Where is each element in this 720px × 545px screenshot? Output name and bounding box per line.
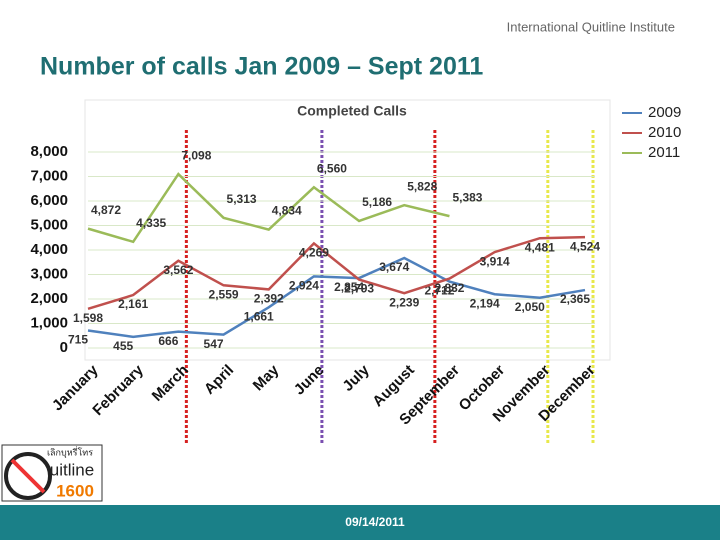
- quitline-badge: เลิกบุหรี่โทร uitline 1600: [1, 444, 103, 502]
- badge-word: uitline: [50, 460, 94, 479]
- data-label: 2,050: [515, 300, 545, 314]
- data-label: 3,562: [163, 263, 193, 277]
- data-label: 5,828: [407, 179, 437, 193]
- data-label: 1,661: [244, 309, 274, 323]
- data-label: 4,872: [91, 203, 121, 217]
- data-label: 7,098: [181, 148, 211, 162]
- header-logo: International Quitline Institute: [507, 19, 675, 34]
- data-label: 5,383: [452, 190, 482, 204]
- data-label: 4,335: [136, 216, 166, 230]
- marker-lines: [184, 130, 595, 445]
- y-tick-label: 8,000: [30, 143, 68, 160]
- data-label: 4,269: [299, 246, 329, 260]
- data-label: 5,313: [227, 192, 257, 206]
- data-label: 547: [204, 337, 224, 351]
- data-label: 715: [68, 333, 88, 347]
- data-label: 455: [113, 339, 133, 353]
- data-label: 2,365: [560, 292, 590, 306]
- chart-title: Completed Calls: [297, 103, 407, 119]
- legend-label: 2011: [648, 144, 680, 161]
- data-label: 2,392: [254, 292, 284, 306]
- badge-number: 1600: [56, 481, 94, 500]
- y-tick-label: 0: [60, 339, 68, 356]
- data-label: 2,194: [470, 296, 500, 310]
- y-tick-label: 6,000: [30, 192, 68, 209]
- data-label: 666: [158, 334, 178, 348]
- badge-slash: [10, 458, 46, 494]
- data-label: 4,524: [570, 239, 600, 253]
- y-tick-label: 1,000: [30, 314, 68, 331]
- data-label: 5,186: [362, 195, 392, 209]
- data-label: 6,560: [317, 161, 347, 175]
- footer-date: 09/14/2011: [345, 515, 405, 529]
- y-tick-label: 3,000: [30, 265, 68, 282]
- data-label: 2,161: [118, 297, 148, 311]
- slide-title: Number of calls Jan 2009 – Sept 2011: [40, 53, 483, 81]
- legend-label: 2009: [648, 104, 681, 121]
- data-label: 2,832: [434, 281, 464, 295]
- footer-bar: [0, 505, 720, 540]
- series-line: [87, 172, 450, 244]
- data-label: 3,914: [480, 254, 510, 268]
- data-label: 2,924: [289, 279, 319, 293]
- data-label: 2,239: [389, 295, 419, 309]
- data-label: 2,793: [344, 282, 374, 296]
- data-label: 4,481: [525, 240, 555, 254]
- series-line: [87, 235, 586, 311]
- data-label: 2,712: [424, 284, 454, 298]
- data-label: 2,854: [334, 280, 364, 294]
- y-tick-label: 5,000: [30, 216, 68, 233]
- y-tick-label: 2,000: [30, 290, 68, 307]
- y-tick-label: 4,000: [30, 241, 68, 258]
- series-line: [87, 256, 586, 339]
- data-label: 1,598: [73, 311, 103, 325]
- data-label: 2,559: [209, 287, 239, 301]
- data-label: 3,674: [379, 260, 409, 274]
- plot-frame: [84, 99, 611, 361]
- data-label: 4,834: [272, 204, 302, 218]
- y-tick-label: 7,000: [30, 167, 68, 184]
- legend-label: 2010: [648, 124, 681, 141]
- badge-thai: เลิกบุหรี่โทร: [47, 445, 93, 458]
